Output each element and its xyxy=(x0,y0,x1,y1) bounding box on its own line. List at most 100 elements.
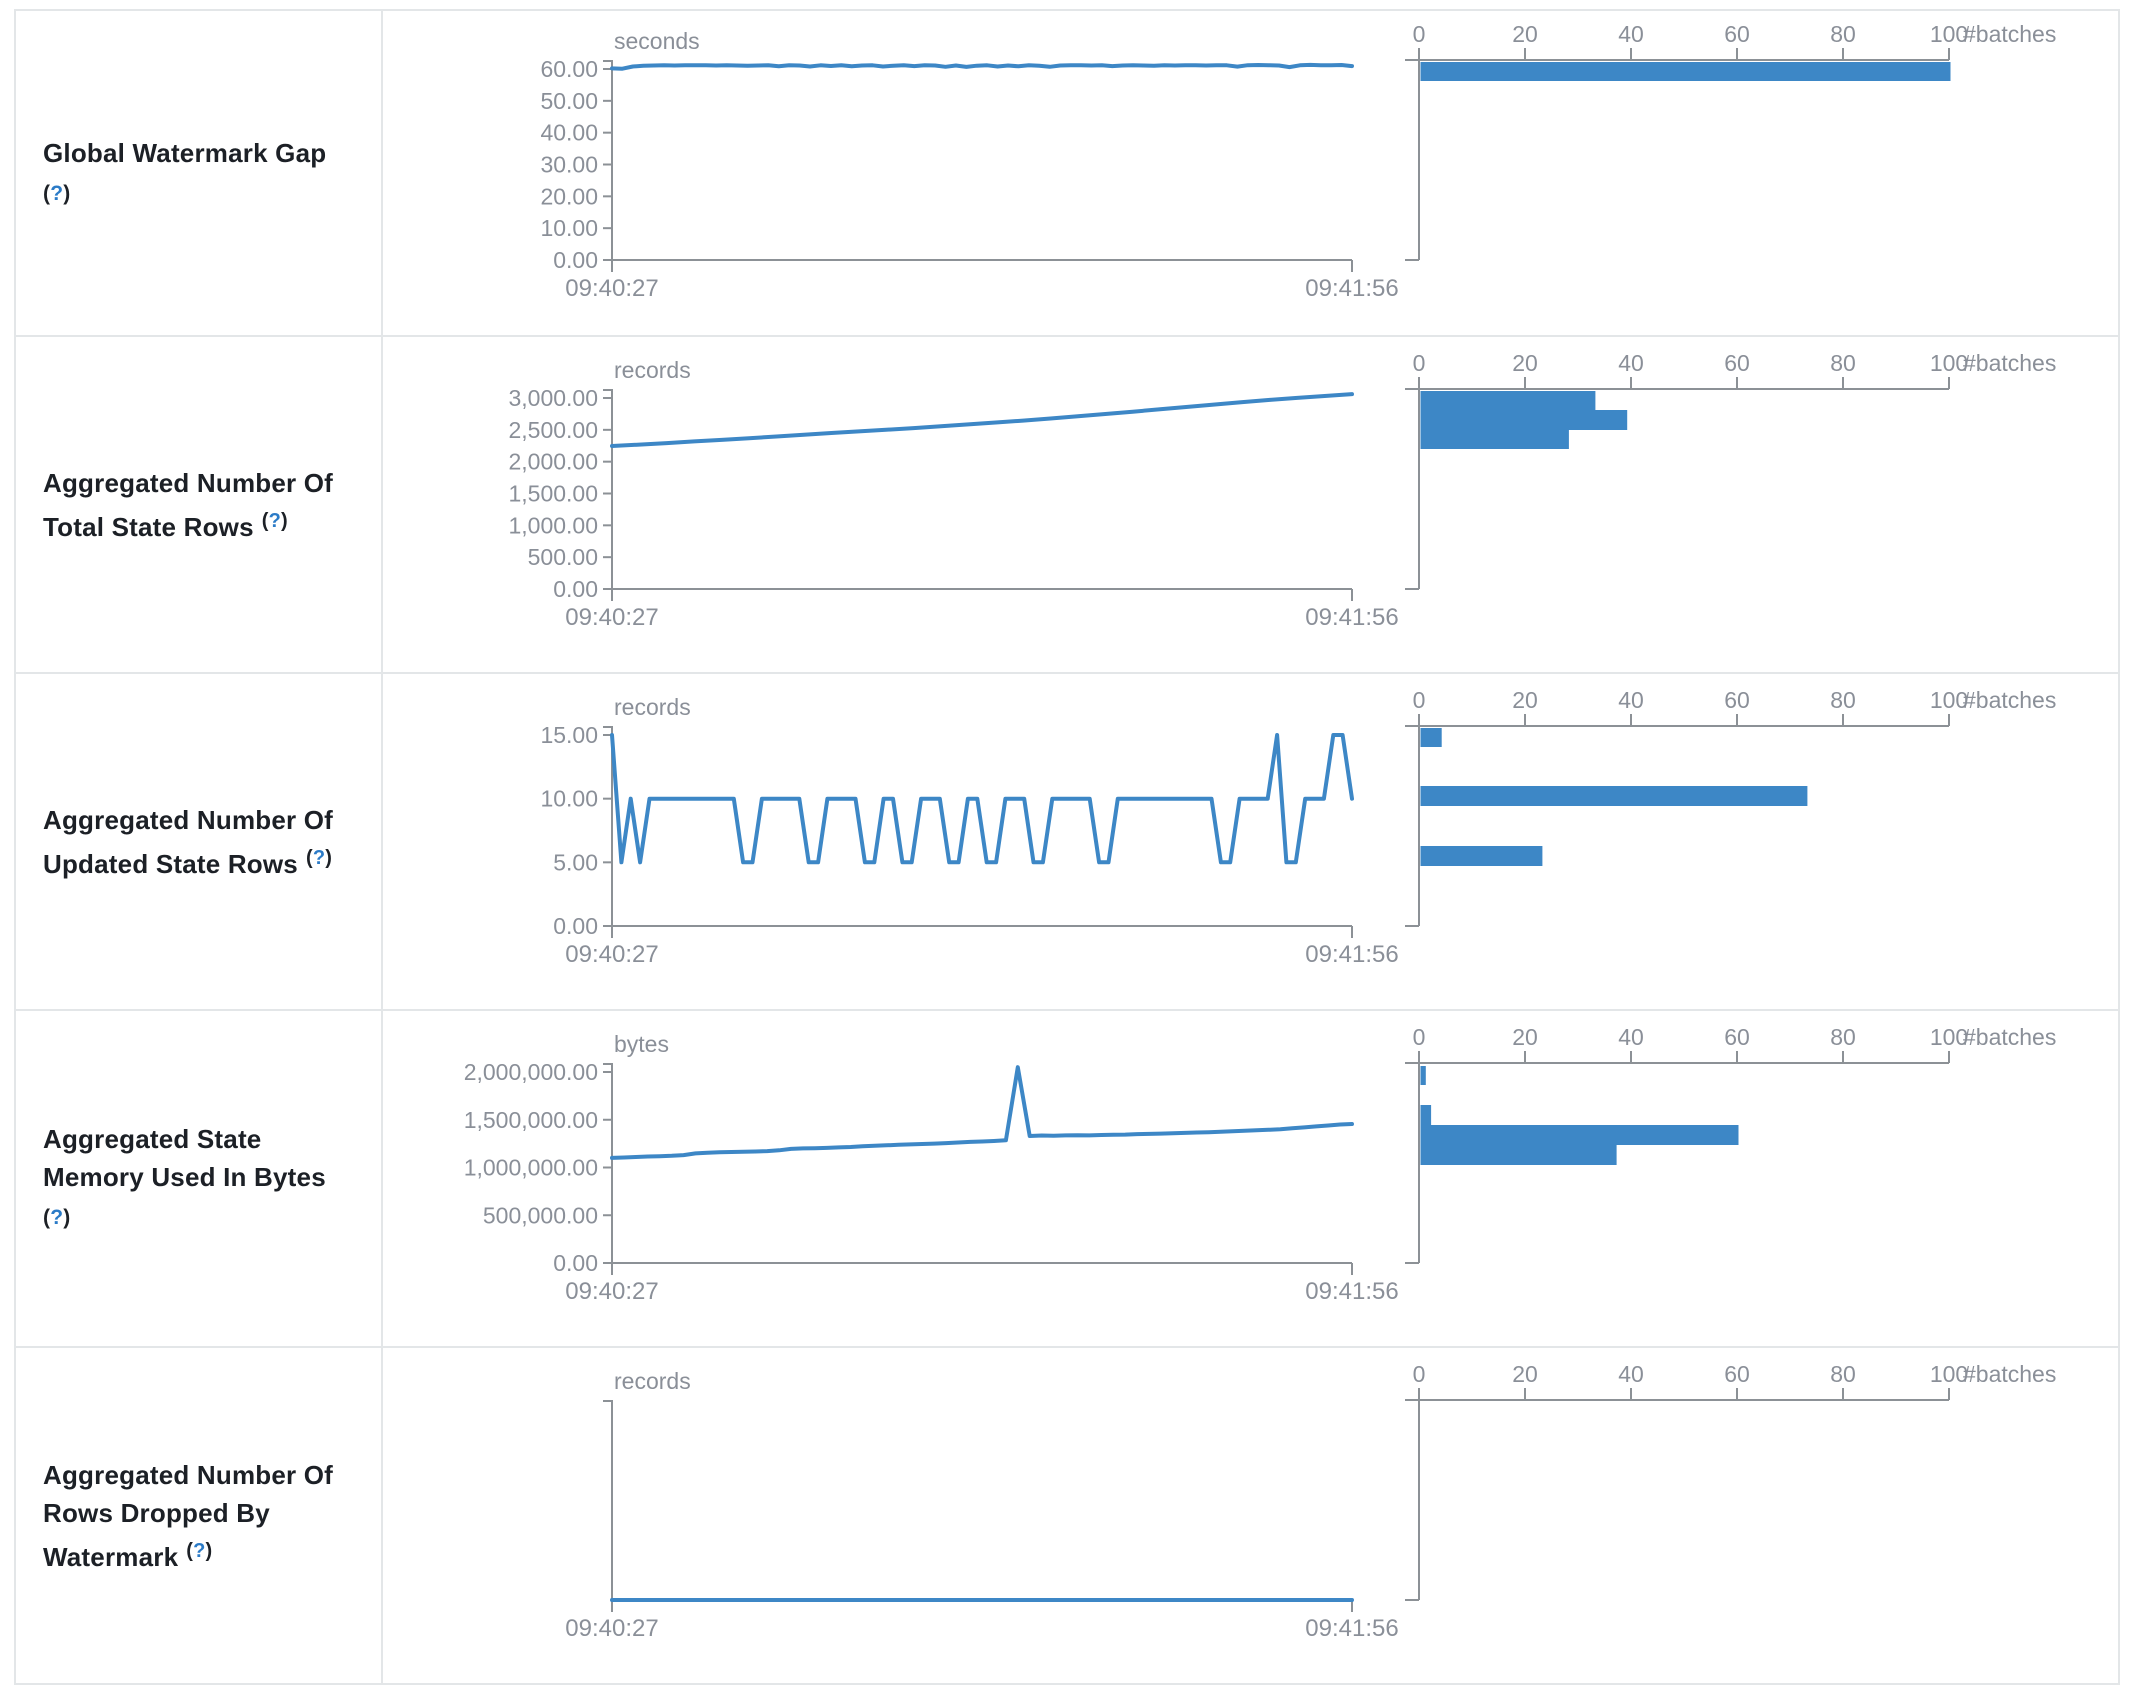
svg-text:seconds: seconds xyxy=(614,28,700,54)
svg-text:09:41:56: 09:41:56 xyxy=(1305,1615,1398,1642)
metric-row-global-watermark-gap: Global Watermark Gap (?) seconds 60.00 50.… xyxy=(16,11,2118,335)
svg-text:records: records xyxy=(614,694,691,720)
svg-text:10.00: 10.00 xyxy=(540,786,598,812)
metric-help-line: (?) xyxy=(43,172,381,213)
chart-cell-total-state-rows: records 3,000.00 2,500.00 2,000.00 1,500.00 1… xyxy=(383,337,2118,672)
svg-text:2,500.00: 2,500.00 xyxy=(508,417,598,443)
svg-text:500.00: 500.00 xyxy=(528,544,598,570)
svg-text:100: 100 xyxy=(1930,21,1968,47)
svg-text:0: 0 xyxy=(1413,687,1426,713)
metric-row-state-memory-used: Aggregated State Memory Used In Bytes (?… xyxy=(16,1009,2118,1346)
metric-label-text: Aggregated Number Of xyxy=(43,804,334,835)
help-link[interactable]: (?) xyxy=(261,509,288,532)
svg-text:80: 80 xyxy=(1830,1024,1856,1050)
svg-text:0: 0 xyxy=(1413,1024,1426,1050)
svg-text:50.00: 50.00 xyxy=(540,88,598,114)
svg-text:09:41:56: 09:41:56 xyxy=(1305,941,1398,968)
svg-text:0.00: 0.00 xyxy=(553,576,598,602)
state-memory-used-charts: bytes 2,000,000.00 1,500,000.00 1,000,000.0… xyxy=(464,1024,2057,1305)
global-watermark-gap-charts: seconds 60.00 50.00 40.00 30.00 20.00 10.00 0.0… xyxy=(540,21,2056,302)
svg-text:09:40:27: 09:40:27 xyxy=(565,1615,658,1642)
chart-cell-updated-state-rows: records 15.00 10.00 5.00 0.00 09:40:27 09:41:5… xyxy=(383,674,2118,1009)
svg-text:09:40:27: 09:40:27 xyxy=(565,275,658,302)
svg-text:60: 60 xyxy=(1724,21,1750,47)
svg-text:09:41:56: 09:41:56 xyxy=(1305,604,1398,631)
svg-text:records: records xyxy=(614,357,691,383)
svg-text:0.00: 0.00 xyxy=(553,247,598,273)
svg-text:5.00: 5.00 xyxy=(553,849,598,875)
svg-text:40: 40 xyxy=(1618,1024,1644,1050)
metric-label-text: Aggregated Number Of xyxy=(43,1459,334,1490)
svg-text:100: 100 xyxy=(1930,350,1968,376)
metric-label-text: Global Watermark Gap xyxy=(43,137,327,168)
metric-row-total-state-rows: Aggregated Number Of Total State Rows (?)… xyxy=(16,335,2118,672)
chart-cell-global-watermark-gap: seconds 60.00 50.00 40.00 30.00 20.00 10.00 0.0… xyxy=(383,11,2118,335)
svg-text:40: 40 xyxy=(1618,21,1644,47)
help-link[interactable]: (?) xyxy=(305,846,333,869)
svg-text:40: 40 xyxy=(1618,687,1644,713)
help-link[interactable]: (?) xyxy=(43,1206,71,1229)
help-link[interactable]: (?) xyxy=(43,181,71,205)
metric-label-text: Aggregated State xyxy=(43,1124,262,1154)
svg-text:100: 100 xyxy=(1930,687,1968,713)
chart-cell-rows-dropped-by-watermark: records 09:40:27 09:41:56 0 20 40 60 80 100 #batc… xyxy=(383,1348,2118,1683)
svg-text:0.00: 0.00 xyxy=(553,1250,598,1276)
svg-text:1,000,000.00: 1,000,000.00 xyxy=(464,1155,598,1181)
svg-text:40: 40 xyxy=(1618,350,1644,376)
svg-text:40.00: 40.00 xyxy=(540,120,598,146)
metric-label-text: Updated State Rows (?) xyxy=(43,846,333,879)
svg-text:09:40:27: 09:40:27 xyxy=(565,941,658,968)
svg-text:0: 0 xyxy=(1413,21,1426,47)
svg-text:09:41:56: 09:41:56 xyxy=(1305,275,1398,302)
svg-text:60.00: 60.00 xyxy=(540,56,598,82)
metric-label-text: Rows Dropped By xyxy=(43,1497,270,1528)
svg-text:#batches: #batches xyxy=(1963,350,2056,376)
svg-text:1,000.00: 1,000.00 xyxy=(508,512,598,538)
svg-text:20: 20 xyxy=(1512,687,1538,713)
svg-text:15.00: 15.00 xyxy=(540,722,598,748)
svg-text:20: 20 xyxy=(1512,1361,1538,1387)
svg-text:#batches: #batches xyxy=(1963,21,2056,47)
svg-text:2,000,000.00: 2,000,000.00 xyxy=(464,1059,598,1085)
svg-text:20: 20 xyxy=(1512,350,1538,376)
svg-text:100: 100 xyxy=(1930,1361,1968,1387)
svg-text:10.00: 10.00 xyxy=(540,215,598,241)
svg-text:09:40:27: 09:40:27 xyxy=(565,1278,658,1305)
rows-dropped-by-watermark-charts: records 09:40:27 09:41:56 0 20 40 60 80 100#batc… xyxy=(565,1361,2056,1642)
metric-label-global-watermark-gap: Global Watermark Gap (?) xyxy=(16,11,383,335)
total-state-rows-charts: records 3,000.00 2,500.00 2,000.00 1,500.00 1… xyxy=(508,350,2056,631)
metric-label-text: Watermark (?) xyxy=(43,1539,213,1572)
metric-label-text: Aggregated Number Of xyxy=(43,467,334,498)
svg-text:2,000.00: 2,000.00 xyxy=(508,449,598,475)
svg-text:60: 60 xyxy=(1724,687,1750,713)
metric-row-rows-dropped-by-watermark: Aggregated Number Of Rows Dropped By Wat… xyxy=(16,1346,2118,1683)
svg-text:20: 20 xyxy=(1512,1024,1538,1050)
svg-text:0: 0 xyxy=(1413,1361,1426,1387)
svg-text:bytes: bytes xyxy=(614,1031,669,1057)
svg-text:20: 20 xyxy=(1512,21,1538,47)
streaming-statistics-table: Global Watermark Gap (?) seconds 60.00 50.… xyxy=(14,9,2120,1685)
metric-help-line: (?) xyxy=(43,1196,381,1237)
svg-text:80: 80 xyxy=(1830,687,1856,713)
svg-text:3,000.00: 3,000.00 xyxy=(508,385,598,411)
metric-label-rows-dropped-by-watermark: Aggregated Number Of Rows Dropped By Wat… xyxy=(16,1348,383,1683)
svg-text:100: 100 xyxy=(1930,1024,1968,1050)
svg-text:1,500,000.00: 1,500,000.00 xyxy=(464,1107,598,1133)
svg-text:09:41:56: 09:41:56 xyxy=(1305,1278,1398,1305)
svg-text:0: 0 xyxy=(1413,350,1426,376)
svg-text:500,000.00: 500,000.00 xyxy=(483,1202,598,1228)
svg-text:1,500.00: 1,500.00 xyxy=(508,481,598,507)
svg-text:#batches: #batches xyxy=(1963,1024,2056,1050)
svg-text:09:40:27: 09:40:27 xyxy=(565,604,658,631)
svg-text:60: 60 xyxy=(1724,1024,1750,1050)
svg-text:records: records xyxy=(614,1368,691,1394)
metric-label-updated-state-rows: Aggregated Number Of Updated State Rows(… xyxy=(16,674,383,1009)
svg-text:80: 80 xyxy=(1830,1361,1856,1387)
svg-text:60: 60 xyxy=(1724,1361,1750,1387)
svg-text:#batches: #batches xyxy=(1963,687,2056,713)
metric-label-text: Total State Rows (?) xyxy=(43,509,288,542)
help-link[interactable]: (?) xyxy=(186,1539,213,1562)
metric-label-state-memory-used: Aggregated State Memory Used In Bytes (?… xyxy=(16,1011,383,1346)
svg-text:30.00: 30.00 xyxy=(540,152,598,178)
